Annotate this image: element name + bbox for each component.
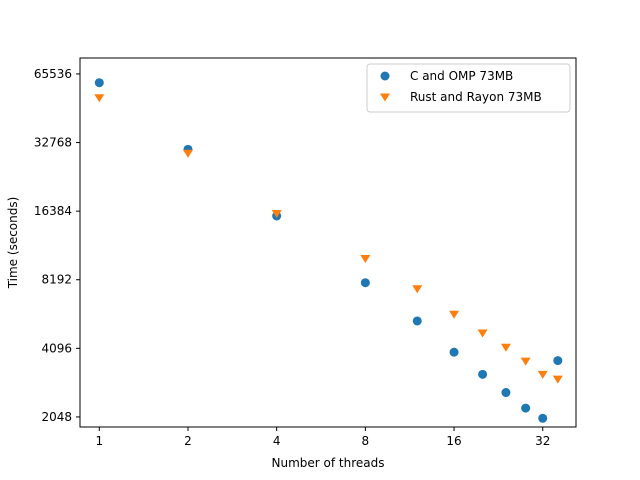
x-tick-label: 2 xyxy=(184,434,192,448)
y-tick-label: 16384 xyxy=(34,204,72,218)
data-marks xyxy=(94,78,563,423)
data-point xyxy=(94,78,104,88)
y-tick-label: 65536 xyxy=(34,67,72,81)
data-point xyxy=(360,278,370,288)
legend-marker xyxy=(380,93,390,102)
y-axis-label: Time (seconds) xyxy=(6,197,20,290)
data-point xyxy=(538,413,548,423)
legend-label: C and OMP 73MB xyxy=(410,69,513,83)
x-tick-label: 32 xyxy=(535,434,550,448)
y-axis: 2048 4096 8192 16384 32768 65536 xyxy=(34,67,80,424)
data-point xyxy=(537,370,548,379)
x-axis-label: Number of threads xyxy=(272,456,385,470)
data-point xyxy=(449,310,460,319)
data-point xyxy=(360,255,371,264)
plot-area xyxy=(80,58,576,427)
data-point xyxy=(553,356,563,366)
x-tick-label: 4 xyxy=(273,434,281,448)
series-2 xyxy=(94,94,563,384)
x-axis: 1 2 4 8 16 32 xyxy=(95,427,550,448)
legend-marker xyxy=(380,71,390,81)
legend-box xyxy=(366,63,571,113)
series-1 xyxy=(94,78,563,423)
y-tick-label: 4096 xyxy=(41,341,72,355)
data-point xyxy=(477,329,488,338)
plot-frame xyxy=(79,57,577,428)
legend: C and OMP 73MB Rust and Rayon 73MB xyxy=(366,63,571,113)
data-point xyxy=(521,403,531,413)
x-tick-label: 16 xyxy=(446,434,461,448)
data-point xyxy=(182,149,193,158)
y-tick-label: 2048 xyxy=(41,410,72,424)
x-tick-label: 1 xyxy=(95,434,103,448)
data-point xyxy=(501,388,511,398)
y-tick-label: 8192 xyxy=(41,273,72,287)
data-point xyxy=(412,285,423,294)
y-tick-label: 32768 xyxy=(34,136,72,150)
data-point xyxy=(478,369,488,379)
x-tick-label: 8 xyxy=(362,434,370,448)
data-point xyxy=(449,347,459,357)
legend-label: Rust and Rayon 73MB xyxy=(410,90,542,104)
data-point xyxy=(552,375,563,384)
data-point xyxy=(500,343,511,352)
data-point xyxy=(412,316,422,326)
data-point xyxy=(94,94,105,103)
data-point xyxy=(520,357,531,366)
data-point xyxy=(271,209,282,218)
